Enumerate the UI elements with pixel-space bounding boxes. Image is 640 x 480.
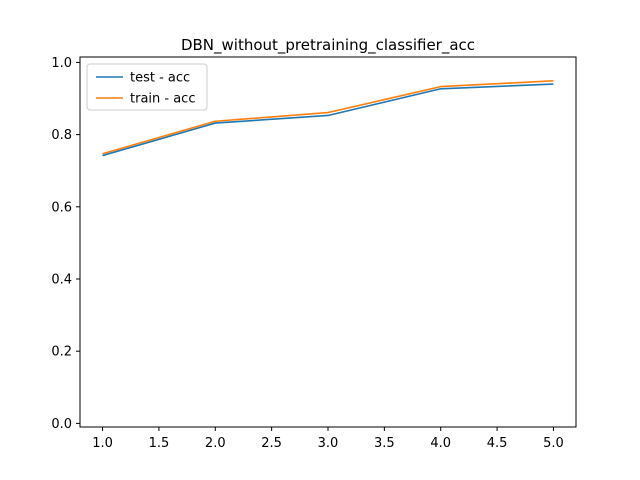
x-tick-label: 1.0 [92, 436, 113, 451]
legend-label: train - acc [130, 92, 195, 107]
x-tick-label: 3.5 [374, 436, 395, 451]
x-tick-label: 2.0 [205, 436, 226, 451]
x-tick-label: 3.0 [318, 436, 339, 451]
x-tick-label: 2.5 [261, 436, 282, 451]
y-tick-label: 0.4 [51, 273, 72, 288]
x-axis: 1.0 1.5 2.0 2.5 3.0 3.5 4.0 4.5 5.0 [92, 427, 564, 451]
legend-label: test - acc [130, 71, 190, 86]
series-line-1 [102, 80, 554, 155]
x-tick-label: 4.0 [430, 436, 451, 451]
y-tick-label: 0.8 [51, 128, 72, 143]
chart-title: DBN_without_pretraining_classifier_acc [181, 36, 475, 55]
x-tick-label: 1.5 [149, 436, 170, 451]
y-axis: 0.0 0.2 0.4 0.6 0.8 1.0 [51, 56, 80, 432]
y-tick-label: 0.0 [51, 417, 72, 432]
x-tick-label: 5.0 [543, 436, 564, 451]
y-tick-label: 1.0 [51, 56, 72, 71]
plot-area [102, 80, 554, 157]
y-tick-label: 0.2 [51, 345, 72, 360]
series-line-0 [102, 83, 554, 157]
x-tick-label: 4.5 [487, 436, 508, 451]
legend: test - acc train - acc [86, 63, 208, 111]
y-tick-label: 0.6 [51, 200, 72, 215]
